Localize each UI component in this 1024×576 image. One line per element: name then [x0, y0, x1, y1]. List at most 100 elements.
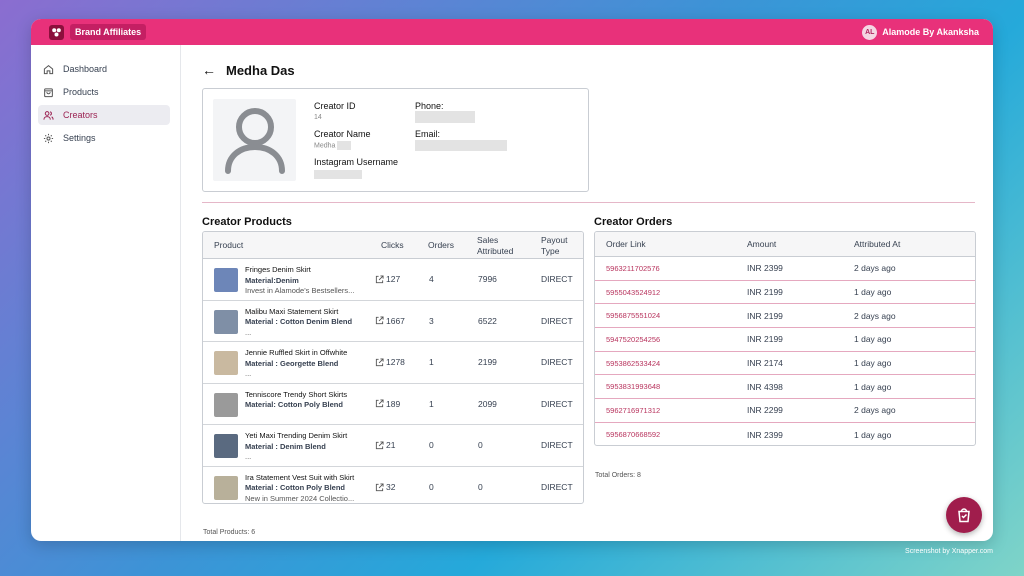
- total-orders: Total Orders: 8: [595, 472, 641, 479]
- sales-cell: 2199: [478, 357, 497, 368]
- attributed-cell: 2 days ago: [854, 263, 896, 274]
- brand-name[interactable]: Brand Affiliates: [70, 24, 147, 40]
- amount-cell: INR 4398: [747, 381, 783, 392]
- sidebar-item-products[interactable]: Products: [38, 82, 170, 102]
- support-bag-button[interactable]: [946, 497, 982, 533]
- product-info: Ira Statement Vest Suit with Skirt Materi…: [245, 472, 355, 504]
- products-table: Product Clicks Orders Sales Attributed P…: [202, 231, 584, 504]
- order-link[interactable]: 5947520254256: [606, 334, 661, 344]
- order-link[interactable]: 5953862533424: [606, 358, 661, 368]
- brand-logo-icon[interactable]: [49, 24, 64, 40]
- attributed-cell: 1 day ago: [854, 429, 892, 440]
- table-row: 5953862533424 INR 2174 1 day ago: [595, 352, 975, 376]
- clicks-cell[interactable]: 21: [375, 425, 395, 466]
- orders-cell: 0: [429, 482, 434, 493]
- product-name: Jennie Ruffled Skirt in Offwhite: [245, 348, 348, 357]
- table-row[interactable]: Yeti Maxi Trending Denim Skirt Material :…: [203, 425, 583, 467]
- orders-cell: 1: [429, 398, 434, 409]
- product-thumbnail: [214, 434, 238, 458]
- external-link-icon: [375, 441, 384, 449]
- table-row[interactable]: Jennie Ruffled Skirt in Offwhite Material…: [203, 342, 583, 384]
- product-thumbnail: [214, 309, 238, 334]
- product-thumbnail: [214, 268, 238, 292]
- phone-value: [415, 111, 475, 123]
- table-row: 5947520254256 INR 2199 1 day ago: [595, 328, 975, 352]
- table-row[interactable]: Fringes Denim Skirt Material:Denim Invest …: [203, 259, 583, 301]
- main-content: ← Medha Das Creator ID 14 Creator Name M…: [182, 45, 993, 541]
- sidebar-item-label: Settings: [63, 133, 96, 143]
- clicks-cell[interactable]: 127: [375, 259, 400, 300]
- payout-cell: DIRECT: [541, 274, 573, 285]
- orders-cell: 0: [429, 440, 434, 451]
- sidebar-item-creators[interactable]: Creators: [38, 105, 170, 125]
- product-thumbnail: [214, 392, 238, 417]
- sidebar-item-label: Products: [63, 87, 99, 97]
- phone-label: Phone:: [415, 101, 444, 111]
- order-link[interactable]: 5963211702576: [606, 263, 660, 273]
- payout-cell: DIRECT: [541, 398, 573, 409]
- product-name: Ira Statement Vest Suit with Skirt: [245, 472, 355, 482]
- user-menu[interactable]: AL Alamode By Akanksha: [862, 24, 979, 40]
- orders-table: Order Link Amount Attributed At 59632117…: [594, 231, 976, 446]
- product-description: New in Summer 2024 Collectio...: [245, 493, 355, 503]
- clicks-value: 189: [386, 398, 401, 409]
- product-material: Material:Denim: [245, 275, 299, 285]
- back-arrow-icon[interactable]: ←: [202, 62, 216, 78]
- amount-cell: INR 2199: [747, 310, 783, 321]
- sales-cell: 2099: [478, 398, 497, 409]
- product-description: ...: [245, 369, 252, 378]
- clicks-cell[interactable]: 32: [375, 467, 395, 504]
- attributed-cell: 2 days ago: [854, 405, 896, 416]
- clicks-cell[interactable]: 1667: [375, 301, 405, 342]
- sidebar-item-label: Dashboard: [63, 64, 108, 74]
- product-thumbnail: [214, 351, 238, 375]
- table-row[interactable]: Tenniscore Trendy Short Skirts Material: …: [203, 384, 583, 425]
- product-description: Invest in Alamode's Bestsellers...: [245, 286, 355, 295]
- external-link-icon: [375, 483, 384, 491]
- table-row[interactable]: Malibu Maxi Statement Skirt Material : Co…: [203, 301, 583, 342]
- order-link[interactable]: 5955043524912: [606, 287, 661, 297]
- orders-table-body: 5963211702576 INR 2399 2 days ago 595504352…: [595, 257, 975, 445]
- app-window: Brand Affiliates AL Alamode By Akanksha …: [31, 19, 993, 541]
- attributed-cell: 1 day ago: [854, 334, 892, 345]
- col-amount: Amount: [747, 239, 777, 250]
- table-row: 5955043524912 INR 2199 1 day ago: [595, 281, 975, 305]
- order-link[interactable]: 5956875551024: [606, 311, 661, 321]
- amount-cell: INR 2299: [747, 405, 783, 416]
- home-icon: [43, 64, 54, 74]
- product-info: Yeti Maxi Trending Denim Skirt Material :…: [245, 431, 347, 463]
- sidebar: Dashboard Products Creators Settings: [31, 45, 181, 541]
- product-name: Malibu Maxi Statement Skirt: [245, 306, 339, 316]
- order-link[interactable]: 5962716971312: [606, 405, 661, 415]
- clicks-cell[interactable]: 1278: [375, 342, 405, 383]
- product-info: Malibu Maxi Statement Skirt Material : Co…: [245, 307, 352, 339]
- external-link-icon: [375, 316, 384, 325]
- sidebar-item-dashboard[interactable]: Dashboard: [38, 59, 170, 79]
- product-info: Fringes Denim Skirt Material:Denim Invest …: [245, 265, 354, 297]
- amount-cell: INR 2199: [747, 287, 783, 298]
- total-products: Total Products: 6: [203, 529, 256, 536]
- col-payout: Payout Type: [541, 235, 568, 256]
- creator-name-text: Medha: [314, 142, 336, 150]
- col-order-link: Order Link: [606, 239, 646, 250]
- external-link-icon: [375, 358, 384, 366]
- user-name: Alamode By Akanksha: [882, 27, 979, 37]
- order-link[interactable]: 5953831993648: [606, 382, 661, 392]
- payout-cell: DIRECT: [541, 357, 573, 368]
- sidebar-item-settings[interactable]: Settings: [38, 128, 170, 148]
- external-link-icon: [375, 275, 384, 283]
- table-row: 5962716971312 INR 2299 2 days ago: [595, 399, 975, 423]
- creator-name-label: Creator Name: [314, 129, 371, 139]
- product-name: Fringes Denim Skirt: [245, 265, 311, 274]
- product-info: Jennie Ruffled Skirt in Offwhite Material…: [245, 348, 347, 380]
- clicks-cell[interactable]: 189: [375, 384, 400, 425]
- table-row[interactable]: Ira Statement Vest Suit with Skirt Materi…: [203, 467, 583, 504]
- attributed-cell: 1 day ago: [854, 381, 892, 392]
- redacted-block: [337, 141, 352, 150]
- table-row: 5953831993648 INR 4398 1 day ago: [595, 375, 975, 400]
- table-row: 5956875551024 INR 2199 2 days ago: [595, 304, 975, 329]
- order-link[interactable]: 5956870668592: [606, 430, 661, 440]
- creator-name-value: Medha: [314, 141, 352, 150]
- products-section-title: Creator Products: [202, 216, 292, 228]
- bag-icon: [44, 87, 53, 97]
